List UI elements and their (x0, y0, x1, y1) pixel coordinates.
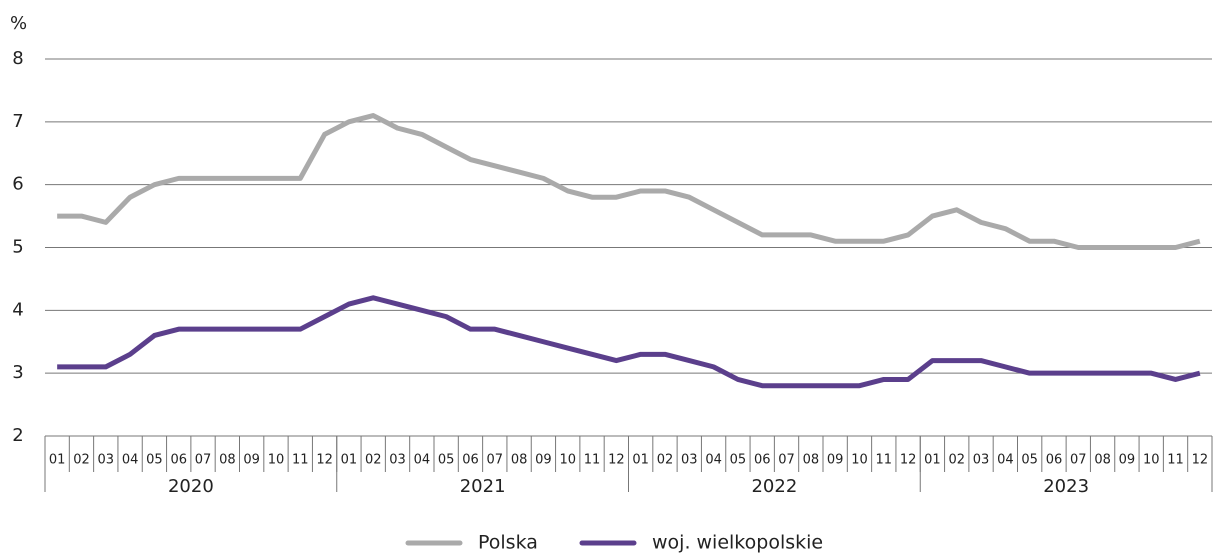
x-tick-label: 08 (219, 453, 236, 468)
x-tick-label: 02 (948, 453, 965, 468)
x-tick-label: 05 (146, 453, 163, 468)
x-tick-label: 03 (973, 453, 990, 468)
year-label: 2023 (1043, 476, 1089, 497)
series-line (57, 295, 1201, 389)
x-tick-label: 10 (851, 453, 868, 468)
series-line (57, 113, 1201, 250)
y-tick-label: 8 (12, 48, 23, 69)
x-tick-label: 02 (365, 453, 382, 468)
x-tick-label: 09 (1119, 453, 1136, 468)
x-tick-label: 08 (1094, 453, 1111, 468)
y-tick-label: 7 (12, 111, 23, 132)
x-tick-label: 02 (657, 453, 674, 468)
y-tick-label: 2 (12, 425, 23, 446)
x-tick-label: 03 (389, 453, 406, 468)
x-tick-label: 11 (292, 453, 309, 468)
x-tick-label: 11 (584, 453, 601, 468)
x-tick-label: 01 (341, 453, 358, 468)
x-tick-label: 07 (195, 453, 212, 468)
year-label: 2022 (751, 476, 797, 497)
x-tick-label: 12 (1192, 453, 1209, 468)
x-tick-label: 09 (535, 453, 552, 468)
x-tick-label: 11 (876, 453, 893, 468)
y-tick-label: 3 (12, 362, 23, 383)
legend-label: Polska (478, 532, 538, 554)
x-tick-label: 06 (754, 453, 771, 468)
x-tick-label: 12 (608, 453, 625, 468)
y-tick-label: 6 (12, 174, 23, 195)
x-tick-label: 10 (268, 453, 285, 468)
x-tick-label: 06 (1046, 453, 1063, 468)
x-tick-label: 12 (316, 453, 333, 468)
x-tick-label: 10 (1143, 453, 1160, 468)
x-tick-label: 03 (98, 453, 115, 468)
x-tick-label: 05 (730, 453, 747, 468)
x-tick-label: 06 (462, 453, 479, 468)
x-tick-label: 07 (1070, 453, 1087, 468)
x-tick-label: 07 (487, 453, 504, 468)
x-tick-label: 12 (900, 453, 917, 468)
x-tick-label: 06 (170, 453, 187, 468)
x-tick-label: 10 (559, 453, 576, 468)
x-tick-label: 04 (705, 453, 722, 468)
x-tick-label: 01 (924, 453, 941, 468)
x-tick-label: 05 (1021, 453, 1038, 468)
y-tick-label: 5 (12, 237, 23, 258)
x-tick-label: 09 (827, 453, 844, 468)
x-tick-label: 04 (414, 453, 431, 468)
y-tick-label: 4 (12, 299, 23, 320)
x-tick-label: 03 (681, 453, 698, 468)
y-unit: % (10, 13, 27, 34)
legend-label: woj. wielkopolskie (652, 532, 823, 554)
x-tick-label: 08 (803, 453, 820, 468)
year-label: 2021 (460, 476, 506, 497)
x-tick-label: 11 (1167, 453, 1184, 468)
x-tick-label: 01 (632, 453, 649, 468)
x-tick-label: 07 (778, 453, 795, 468)
x-tick-label: 08 (511, 453, 528, 468)
x-tick-label: 04 (122, 453, 139, 468)
x-tick-label: 09 (243, 453, 260, 468)
x-tick-label: 05 (438, 453, 455, 468)
year-label: 2020 (168, 476, 214, 497)
x-tick-label: 04 (997, 453, 1014, 468)
x-tick-label: 01 (49, 453, 66, 468)
x-tick-label: 02 (73, 453, 90, 468)
